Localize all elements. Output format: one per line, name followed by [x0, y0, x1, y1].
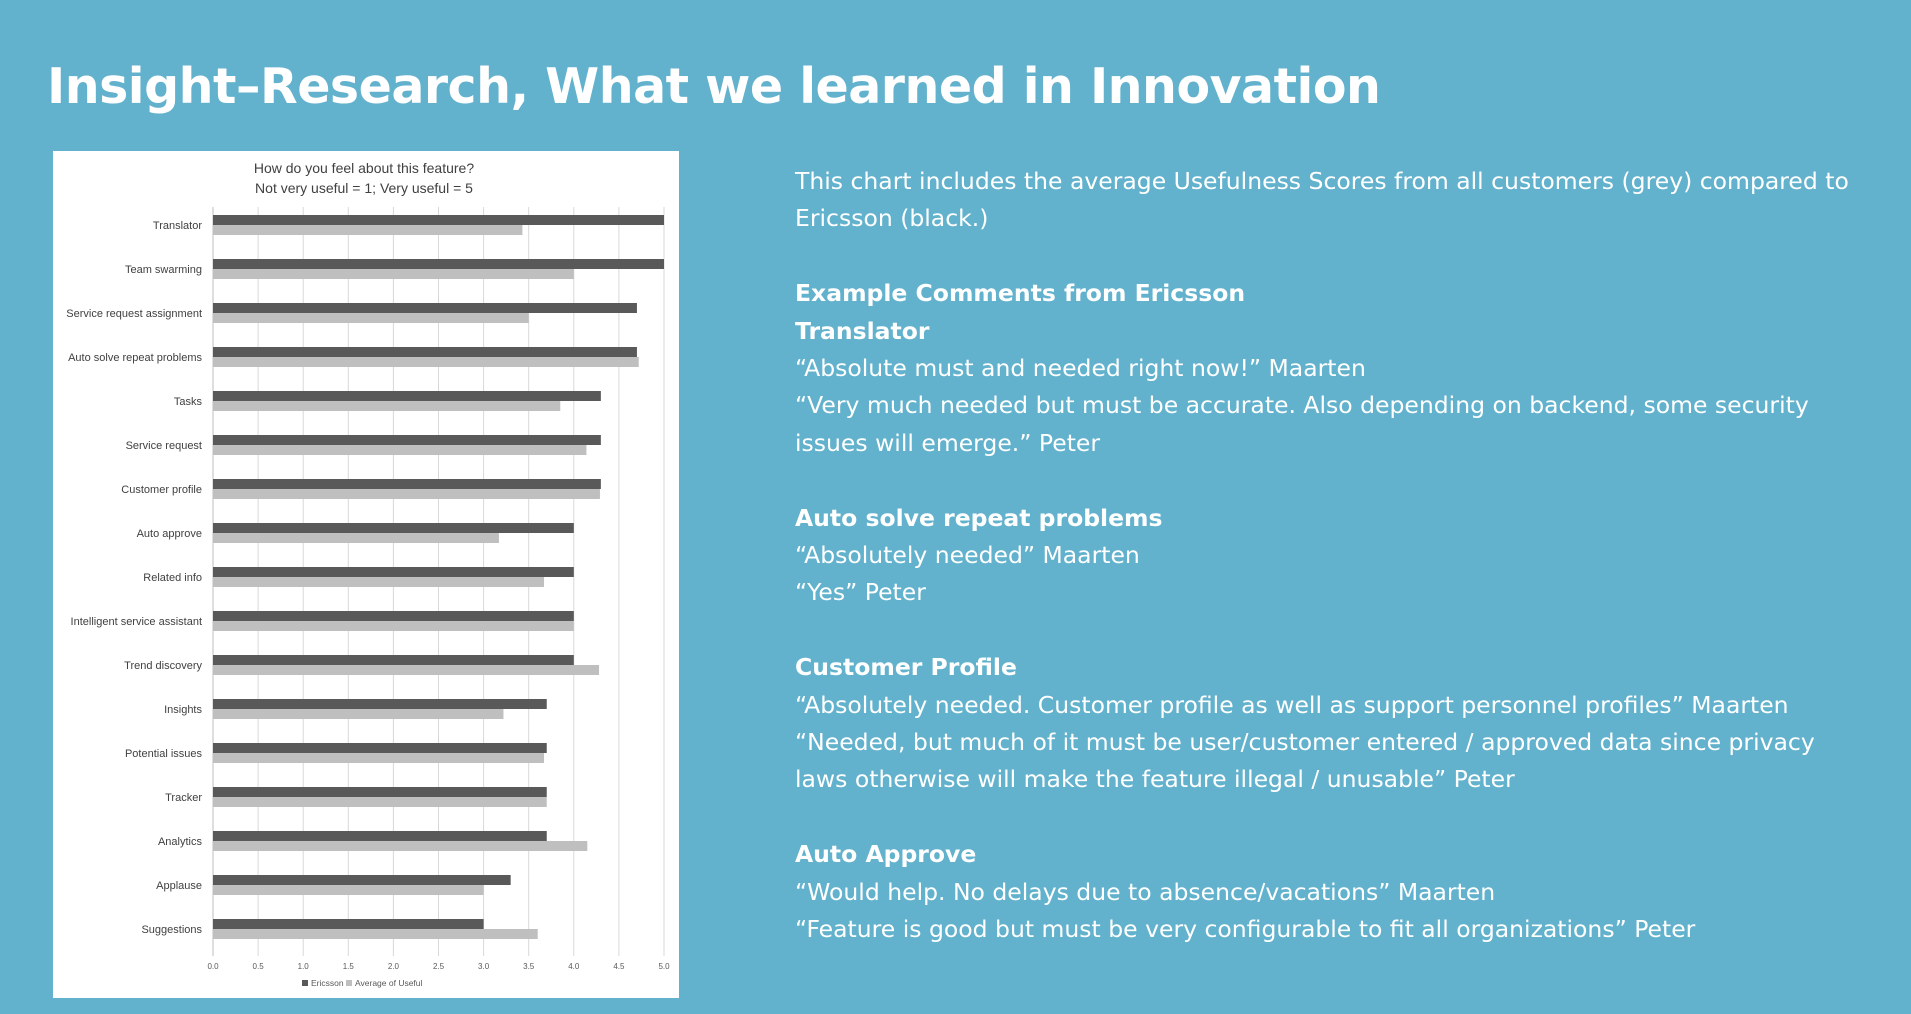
chart-x-ticks: 0.0 0.5 1.0 1.5 2.0 2.5 3.0 3.5 4.0 4.5 5.0: [207, 962, 670, 971]
average-bar: [213, 885, 484, 895]
average-bar: [213, 401, 561, 411]
category-label: Suggestions: [141, 924, 202, 936]
section-heading: Customer Profile: [795, 653, 1017, 682]
chart-bars: [213, 215, 664, 939]
category-label: Potential issues: [125, 748, 203, 760]
ericsson-bar: [213, 479, 601, 489]
section-heading: Auto Approve: [795, 840, 977, 869]
ericsson-bar: [213, 831, 547, 841]
comment: “Absolutely needed” Maarten: [795, 541, 1140, 570]
ericsson-bar: [213, 743, 547, 753]
section-heading: Translator: [795, 316, 930, 345]
average-bar: [213, 445, 587, 455]
ericsson-bar: [213, 699, 547, 709]
comment: “Absolute must and needed right now!” Ma…: [795, 354, 1366, 383]
category-label: Intelligent service assistant: [71, 616, 202, 628]
ericsson-bar: [213, 523, 574, 533]
average-bar: [213, 665, 600, 675]
ericsson-bar: [213, 435, 601, 445]
x-tick-label: 3.5: [523, 962, 535, 971]
chart-legend: Ericsson Average of Useful: [302, 978, 423, 988]
legend-swatch: [346, 980, 352, 986]
examples-heading: Example Comments from Ericsson: [795, 279, 1246, 308]
average-bar: [213, 621, 574, 631]
x-tick-label: 2.0: [388, 962, 400, 971]
ericsson-bar: [213, 787, 547, 797]
comment: “Needed, but much of it must be user/cus…: [795, 728, 1815, 794]
average-bar: [213, 357, 639, 367]
comment: “Feature is good but must be very config…: [795, 915, 1696, 944]
x-tick-label: 1.0: [298, 962, 310, 971]
category-label: Service request: [126, 440, 202, 452]
category-label: Auto approve: [137, 528, 202, 540]
average-bar: [213, 797, 547, 807]
spacer: [795, 612, 1855, 649]
usefulness-chart: How do you feel about this feature? Not …: [53, 151, 679, 998]
x-tick-label: 0.5: [253, 962, 265, 971]
ericsson-bar: [213, 303, 637, 313]
category-label: Team swarming: [125, 264, 202, 276]
comment-section: Auto Approve “Would help. No delays due …: [795, 836, 1855, 948]
ericsson-bar: [213, 611, 574, 621]
comment-section: Translator “Absolute must and needed rig…: [795, 313, 1855, 463]
average-bar: [213, 577, 545, 587]
x-tick-label: 4.5: [613, 962, 625, 971]
intro-text: This chart includes the average Usefulne…: [795, 167, 1849, 233]
category-label: Tracker: [165, 792, 202, 804]
comment-section: Customer Profile “Absolutely needed. Cus…: [795, 649, 1855, 799]
average-bar: [213, 225, 523, 235]
average-bar: [213, 269, 574, 279]
category-label: Auto solve repeat problems: [68, 352, 202, 364]
section-heading: Auto solve repeat problems: [795, 503, 1163, 532]
legend-swatch: [302, 980, 308, 986]
chart-subtitle: Not very useful = 1; Very useful = 5: [255, 180, 473, 196]
ericsson-bar: [213, 259, 664, 269]
ericsson-bar: [213, 215, 664, 225]
category-label: Related info: [143, 572, 202, 584]
ericsson-bar: [213, 655, 574, 665]
spacer: [795, 238, 1855, 275]
x-tick-label: 0.0: [207, 962, 219, 971]
ericsson-bar: [213, 391, 601, 401]
average-bar: [213, 753, 545, 763]
ericsson-bar: [213, 875, 511, 885]
comment: “Absolutely needed. Customer profile as …: [795, 690, 1789, 719]
x-tick-label: 4.0: [568, 962, 580, 971]
category-label: Service request assignment: [66, 308, 202, 320]
ericsson-bar: [213, 347, 637, 357]
ericsson-bar: [213, 919, 484, 929]
notes-panel: This chart includes the average Usefulne…: [795, 163, 1855, 948]
chart-title: How do you feel about this feature?: [254, 160, 474, 176]
average-bar: [213, 841, 588, 851]
average-bar: [213, 489, 600, 499]
x-tick-label: 3.0: [478, 962, 490, 971]
category-label: Insights: [164, 704, 202, 716]
slide-title: Insight–Research, What we learned in Inn…: [47, 58, 1381, 115]
comment: “Very much needed but must be accurate. …: [795, 391, 1809, 457]
chart-canvas: How do you feel about this feature? Not …: [66, 160, 670, 988]
x-tick-label: 1.5: [343, 962, 355, 971]
category-label: Tasks: [174, 396, 203, 408]
spacer: [795, 462, 1855, 499]
average-bar: [213, 929, 538, 939]
ericsson-bar: [213, 567, 574, 577]
x-tick-label: 5.0: [658, 962, 670, 971]
comment: “Yes” Peter: [795, 578, 926, 607]
category-label: Translator: [153, 220, 202, 232]
legend-label: Ericsson: [311, 978, 344, 988]
spacer: [795, 799, 1855, 836]
category-label: Customer profile: [121, 484, 202, 496]
comment: “Would help. No delays due to absence/va…: [795, 877, 1496, 906]
comment-section: Auto solve repeat problems “Absolutely n…: [795, 500, 1855, 612]
category-label: Analytics: [158, 836, 203, 848]
average-bar: [213, 709, 504, 719]
average-bar: [213, 533, 499, 543]
average-bar: [213, 313, 529, 323]
category-label: Applause: [156, 880, 202, 892]
x-tick-label: 2.5: [433, 962, 445, 971]
category-label: Trend discovery: [124, 660, 202, 672]
chart-category-labels: Translator Team swarming Service request a…: [66, 220, 202, 936]
legend-label: Average of Useful: [355, 978, 423, 988]
